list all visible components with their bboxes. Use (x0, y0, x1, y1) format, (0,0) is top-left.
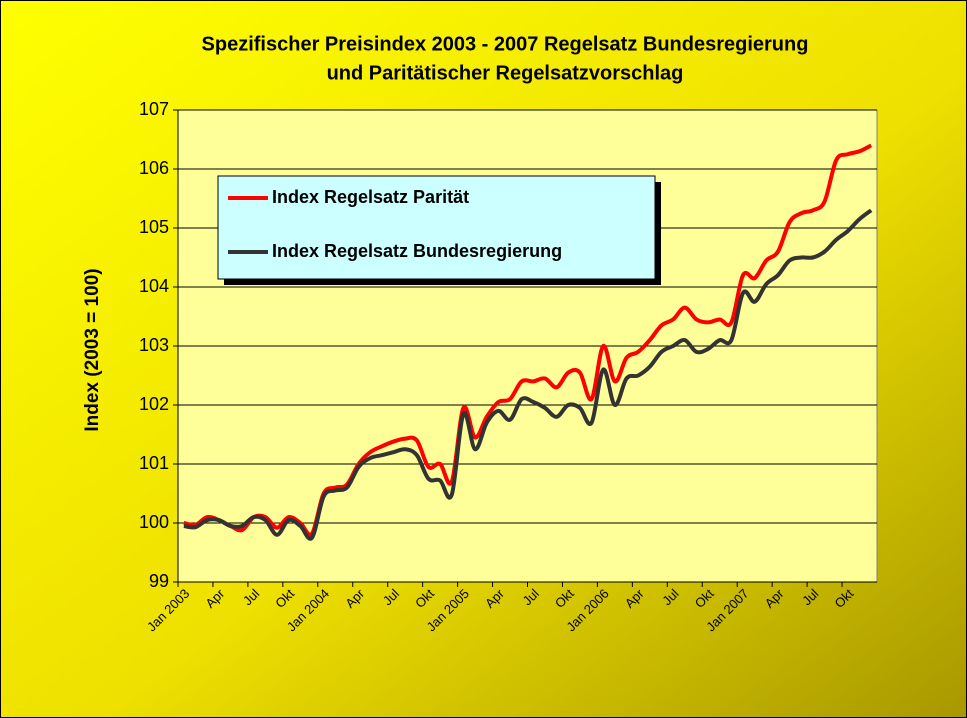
y-tick-label: 101 (139, 453, 169, 473)
legend-entries: Index Regelsatz Parität Index Regelsatz B… (228, 187, 562, 261)
y-tick-label: 106 (139, 158, 169, 178)
y-tick-label: 107 (139, 99, 169, 119)
legend-label: Index Regelsatz Bundesregierung (272, 241, 562, 261)
legend-label: Index Regelsatz Parität (272, 187, 469, 207)
y-tick-label: 99 (149, 571, 169, 591)
chart-title: Spezifischer Preisindex 2003 - 2007 Rege… (202, 33, 809, 55)
chart-subtitle: und Paritätischer Regelsatzvorschlag (327, 62, 684, 84)
y-tick-label: 103 (139, 335, 169, 355)
y-axis-label: Index (2003 = 100) (82, 268, 103, 431)
y-tick-label: 105 (139, 217, 169, 237)
y-tick-label: 100 (139, 512, 169, 532)
y-tick-label: 102 (139, 394, 169, 414)
lines (183, 143, 873, 541)
y-tick-label: 104 (139, 276, 169, 296)
series-line (183, 143, 873, 537)
legend (217, 175, 656, 280)
series-line (183, 208, 873, 541)
